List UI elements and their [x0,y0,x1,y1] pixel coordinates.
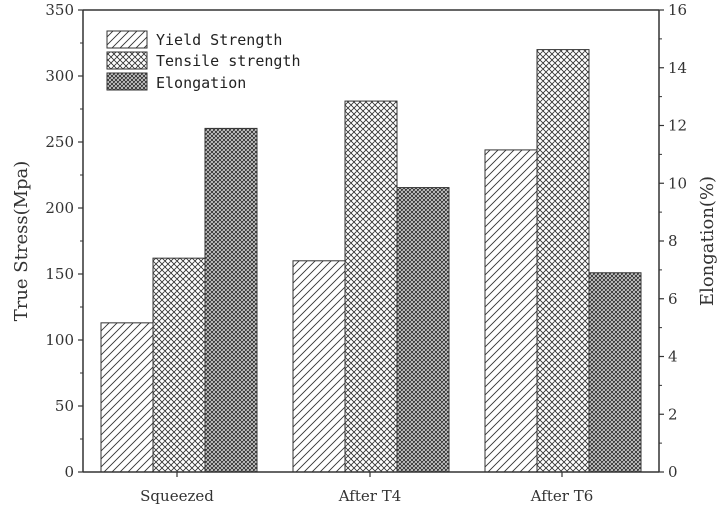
y2-tick-label: 16 [668,1,687,19]
y2-tick-label: 0 [668,463,678,481]
bar-elongation-squeezed [204,127,258,473]
legend-label-yield-strength: Yield Strength [156,31,282,49]
y2-tick-label: 6 [668,290,678,308]
y2-tick-label: 14 [668,59,687,77]
y-tick-label: 100 [45,331,74,349]
legend-label-tensile-strength: Tensile strength [156,52,301,70]
y2-tick-label: 4 [668,348,678,366]
bar-tensile-strength-squeezed [152,257,206,473]
y2-tick-label: 2 [668,405,678,423]
y-tick-label: 250 [45,133,74,151]
y-tick-label: 150 [45,265,74,283]
y-tick-label: 200 [45,199,74,217]
legend-label-elongation: Elongation [156,74,246,92]
y2-tick-label: 8 [668,232,678,250]
y2-tick-label: 12 [668,117,687,135]
legend-swatch-elongation [106,72,148,91]
x-tick-label: Squeezed [140,487,214,505]
bar-elongation-after-t6 [588,272,642,473]
bar-tensile-strength-after-t4 [344,100,398,473]
bar-yield-strength-after-t4 [292,260,346,473]
y-tick-label: 350 [45,1,74,19]
bar-yield-strength-after-t6 [484,149,538,473]
bar-yield-strength-squeezed [100,322,154,473]
x-tick-label: After T6 [530,487,594,505]
y-tick-label: 0 [64,463,74,481]
y-tick-label: 300 [45,67,74,85]
legend-swatch-yield-strength [106,30,148,49]
ticks-layer: 0 50 100 150 200 250 300 350 0 2 4 6 8 10 12 14 16 Squeez… [45,1,687,505]
y2-axis-title: Elongation(%) [697,176,718,306]
y-tick-label: 50 [55,397,74,415]
y2-tick-label: 10 [668,174,687,192]
bar-elongation-after-t4 [396,187,450,473]
legend: Yield Strength Tensile strength Elongati… [106,30,301,92]
legend-swatch-tensile-strength [106,51,148,70]
y-axis-title: True Stress(Mpa) [11,161,32,322]
x-tick-label: After T4 [338,487,402,505]
bar-tensile-strength-after-t6 [536,49,590,473]
bars-layer [100,49,642,473]
